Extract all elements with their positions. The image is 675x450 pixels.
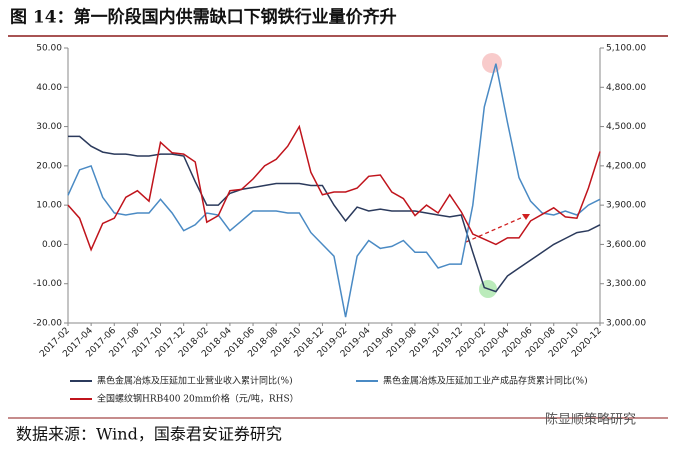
y-tick-label: -20.00 bbox=[33, 319, 62, 329]
y-tick-label: -10.00 bbox=[33, 279, 62, 289]
legend-label: 黑色金属冶炼及压延加工业产成品存货累计同比(%) bbox=[383, 375, 588, 387]
y-tick-label: 40.00 bbox=[36, 83, 62, 93]
y-tick-label: 0.00 bbox=[42, 240, 62, 250]
source: 数据来源：Wind，国泰君安证券研究 bbox=[16, 425, 282, 444]
y2-tick-label: 3,900.00 bbox=[606, 201, 646, 211]
y2-tick-label: 3,000.00 bbox=[606, 319, 646, 329]
y2-tick-label: 4,800.00 bbox=[606, 83, 646, 93]
watermark: 陈显顺策略研究 bbox=[545, 412, 636, 428]
series-line bbox=[67, 63, 601, 318]
y-tick-label: 10.00 bbox=[36, 201, 62, 211]
trend-arrow bbox=[465, 213, 531, 243]
y2-tick-label: 5,100.00 bbox=[606, 44, 646, 54]
y2-tick-label: 4,200.00 bbox=[606, 161, 646, 171]
y2-tick-label: 3,600.00 bbox=[606, 240, 646, 250]
legend-label: 黑色金属冶炼及压延加工业营业收入累计同比(%) bbox=[97, 375, 293, 387]
legend-label: 全国螺纹钢HRB400 20mm价格（元/吨，RHS） bbox=[97, 393, 299, 405]
y2-tick-label: 4,500.00 bbox=[606, 122, 646, 132]
chart-title: 图 14：第一阶段国内供需缺口下钢铁行业量价齐升 bbox=[10, 7, 397, 28]
highlight-glow bbox=[482, 53, 502, 73]
arrow-head bbox=[522, 214, 530, 220]
y2-tick-label: 3,300.00 bbox=[606, 279, 646, 289]
series-line bbox=[68, 135, 601, 293]
y-tick-label: 30.00 bbox=[36, 122, 62, 132]
y-tick-label: 50.00 bbox=[36, 44, 62, 54]
series-line bbox=[67, 124, 601, 252]
y-tick-label: 20.00 bbox=[36, 161, 62, 171]
